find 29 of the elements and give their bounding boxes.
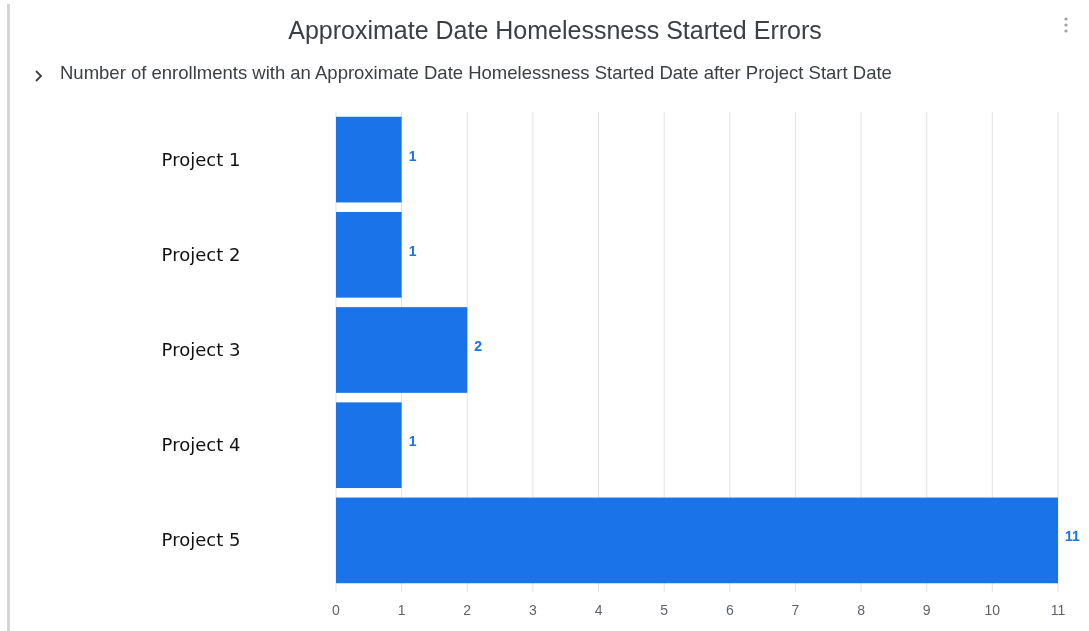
- bar: [336, 497, 1058, 584]
- x-tick-label: 11: [1050, 602, 1066, 618]
- bar: [336, 307, 468, 393]
- bar: [336, 211, 402, 298]
- x-tick-label: 3: [529, 602, 538, 618]
- y-tick-label: Project 5: [161, 529, 241, 551]
- y-tick-label: Project 2: [161, 243, 241, 265]
- data-label: 11: [1065, 528, 1081, 545]
- x-tick-label: 4: [594, 602, 603, 618]
- chart-title: Approximate Date Homelessness Started Errors: [288, 16, 822, 44]
- bar: [336, 402, 402, 489]
- x-tick-label: 9: [922, 602, 931, 618]
- data-label: 2: [474, 338, 483, 354]
- x-tick-label: 6: [725, 602, 734, 618]
- data-label: 1: [408, 147, 417, 164]
- y-tick-label: Project 4: [161, 434, 241, 456]
- x-tick-label: 1: [397, 602, 406, 618]
- chart-subtitle: Number of enrollments with an Approximate Date Homelessness Started Date after Project Start Date: [60, 62, 892, 83]
- x-tick-label: 7: [791, 602, 800, 618]
- y-tick-label: Project 3: [161, 339, 241, 360]
- x-tick-label: 0: [332, 602, 341, 618]
- y-tick-label: Project 1: [161, 148, 241, 170]
- data-label: 1: [408, 242, 417, 259]
- x-tick-label: 8: [857, 602, 866, 618]
- x-tick-label: 2: [463, 602, 472, 618]
- x-tick-label: 5: [660, 602, 669, 618]
- bar: [336, 116, 402, 203]
- data-label: 1: [408, 433, 417, 450]
- x-tick-label: 10: [984, 602, 1001, 618]
